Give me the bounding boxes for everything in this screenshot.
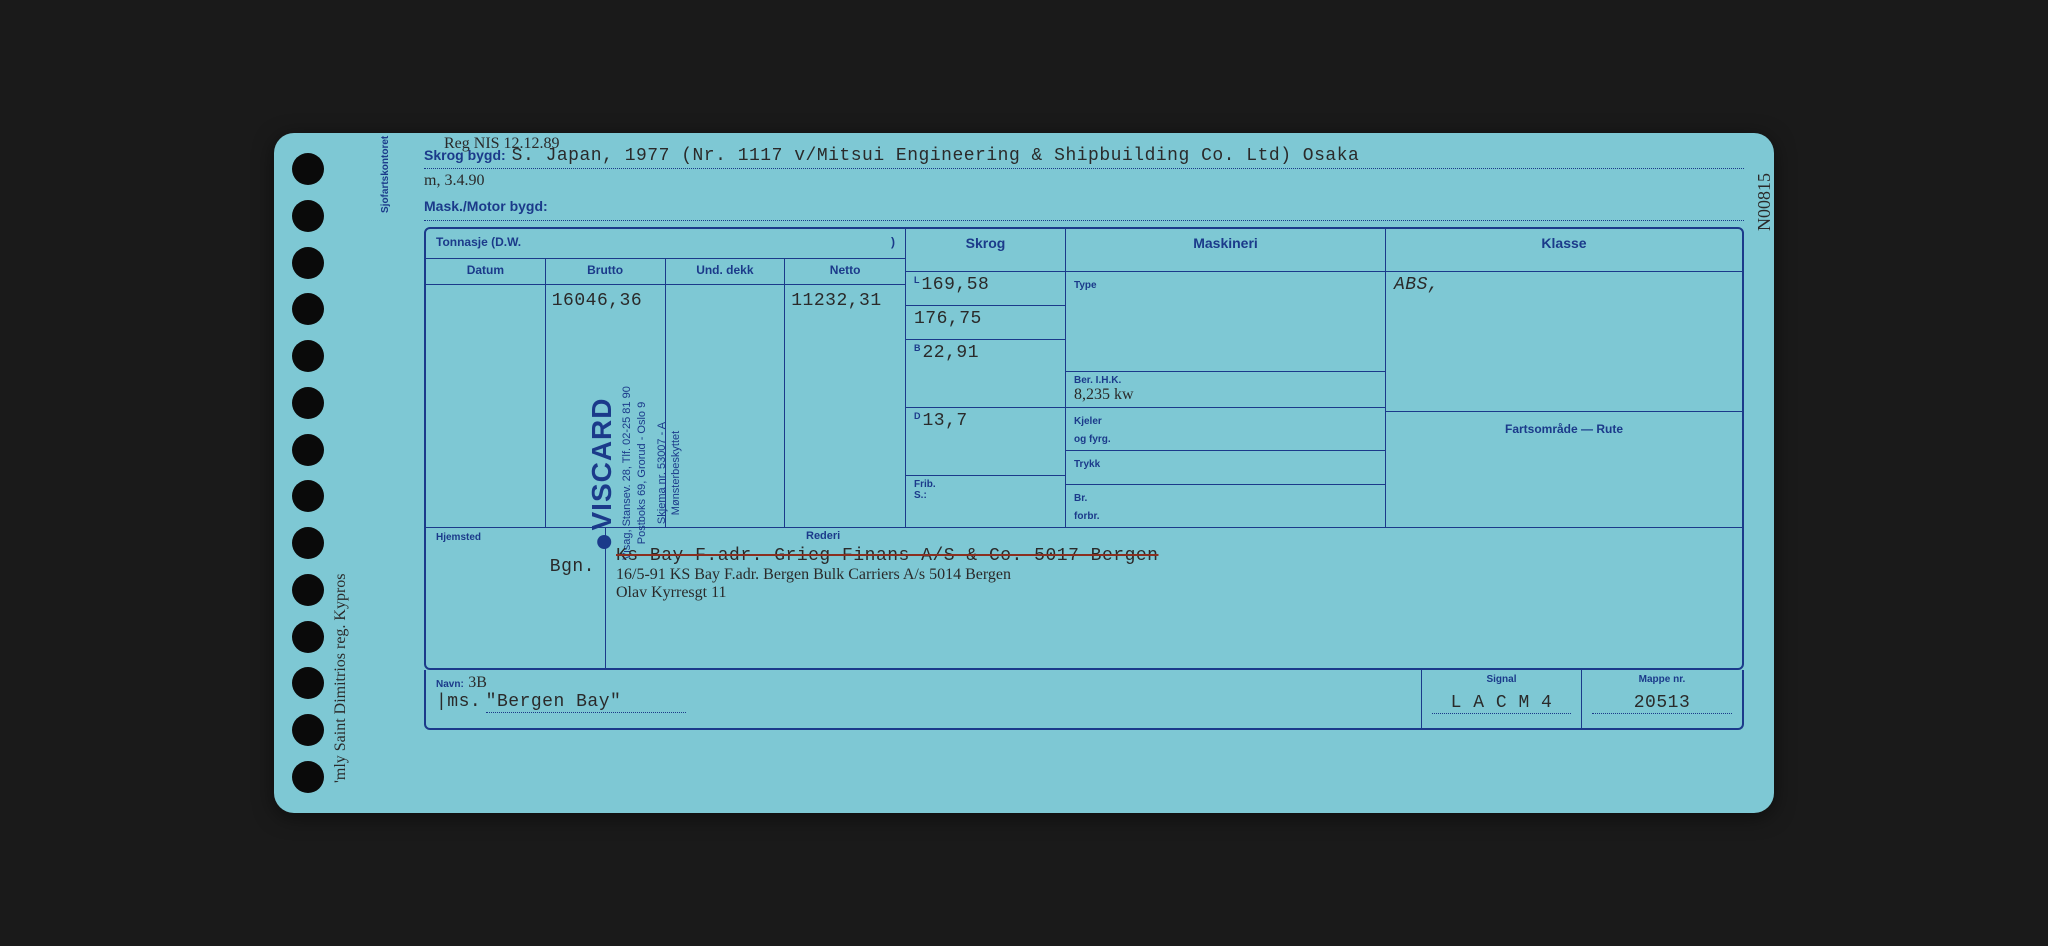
handwriting-right-vertical: N00815 [1754,173,1775,231]
klasse-value: ABS, [1394,275,1439,295]
navn-code: 3B [468,674,487,691]
content: Skrog bygd: S. Japan, 1977 (Nr. 1117 v/M… [424,143,1744,803]
hjemsted-cell: Hjemsted Bgn. [426,528,606,668]
klasse-header: Klasse [1386,229,1742,272]
skrog-frib: Frib. S.: [906,476,1065,527]
mask-ber: Ber. I.H.K. 8,235 kw [1066,372,1385,408]
skrog-bygd-line: Skrog bygd: S. Japan, 1977 (Nr. 1117 v/M… [424,143,1744,169]
mask-trykk: Trykk [1066,451,1385,485]
col-und-dekk: Und. dekk [666,259,786,284]
rederi-cell: Rederi Ks Bay F.adr. Grieg Finans A/S & … [606,528,1742,668]
ber-value: 8,235 kw [1074,386,1377,404]
rederi-label: Rederi [806,530,840,542]
datum-cell [426,285,546,527]
mask-bygd-label: Mask./Motor bygd: [424,198,548,214]
rederi-line3: Olav Kyrresgt 11 [616,584,1732,602]
navn-cell: Navn: 3B |ms. "Bergen Bay" [426,670,1422,728]
netto-cell: 11232,31 [785,285,905,527]
sjofart-label: Sjofartskontoret [380,136,391,213]
skrog-L1: L169,58 [906,272,1065,306]
handwriting-left-vertical: 'mly Saint Dimitrios reg. Kypros [332,573,350,783]
skrog-L2: 176,75 [906,306,1065,340]
mask-type: Type [1066,272,1385,372]
skrog-bygd-value: S. Japan, 1977 (Nr. 1117 v/Mitsui Engine… [512,146,1360,166]
hjemsted-row: Hjemsted Bgn. Rederi Ks Bay F.adr. Grieg… [426,528,1742,668]
brutto-cell: 16046,36 [546,285,666,527]
bottom-bar: Navn: 3B |ms. "Bergen Bay" Signal L A C … [424,670,1744,730]
tonnasje-label: Tonnasje (D.W. [436,235,521,252]
mappe-label: Mappe nr. [1592,674,1732,685]
rederi-line2: 16/5-91 KS Bay F.adr. Bergen Bulk Carrie… [616,566,1732,584]
navn-prefix: |ms. [436,692,481,712]
tonnasje-subheader: Datum Brutto Und. dekk Netto [426,259,906,285]
signal-label: Signal [1432,674,1571,685]
rederi-line1: Ks Bay F.adr. Grieg Finans A/S & Co. 501… [616,546,1158,566]
spec-grid: Tonnasje (D.W. ) Skrog L169,58 176,75 B2… [424,227,1744,670]
col-brutto: Brutto [546,259,666,284]
punch-holes [292,153,332,793]
fart-row: Fartsområde — Rute [1386,412,1742,527]
klasse-column: Klasse ABS, Fartsområde — Rute [1386,229,1742,528]
tonnasje-body: 16046,36 11232,31 [426,285,906,528]
mask-br: Br. forbr. [1066,485,1385,527]
skrog-header: Skrog [906,229,1065,272]
klasse-value-row: ABS, [1386,272,1742,412]
tonnasje-header: Tonnasje (D.W. ) [426,229,906,259]
m-note: m, 3.4.90 [424,172,484,190]
navn-value: "Bergen Bay" [486,692,686,713]
maskineri-header: Maskineri [1066,229,1385,272]
handwriting-top: Reg NIS 12.12.89 [444,135,560,153]
mappe-value: 20513 [1592,693,1732,714]
fart-label: Fartsområde — Rute [1505,422,1623,436]
col-netto: Netto [785,259,905,284]
mappe-cell: Mappe nr. 20513 [1582,670,1742,728]
mask-kjeler: Kjeler og fyrg. [1066,408,1385,451]
hjemsted-value: Bgn. [436,557,595,577]
signal-cell: Signal L A C M 4 [1422,670,1582,728]
maskineri-column: Maskineri Type Ber. I.H.K. 8,235 kw Kjel… [1066,229,1386,528]
col-datum: Datum [426,259,546,284]
skrog-B: B22,91 [906,340,1065,408]
und-dekk-cell [666,285,786,527]
hjemsted-label: Hjemsted [436,532,595,543]
skrog-column: Skrog L169,58 176,75 B22,91 D13,7 Frib. … [906,229,1066,528]
ship-record-card: Reg NIS 12.12.89 Sjofartskontoret VISCAR… [274,133,1774,813]
skrog-D: D13,7 [906,408,1065,476]
navn-label: Navn: [436,679,464,690]
signal-value: L A C M 4 [1432,693,1571,714]
tonnasje-close: ) [891,235,895,252]
